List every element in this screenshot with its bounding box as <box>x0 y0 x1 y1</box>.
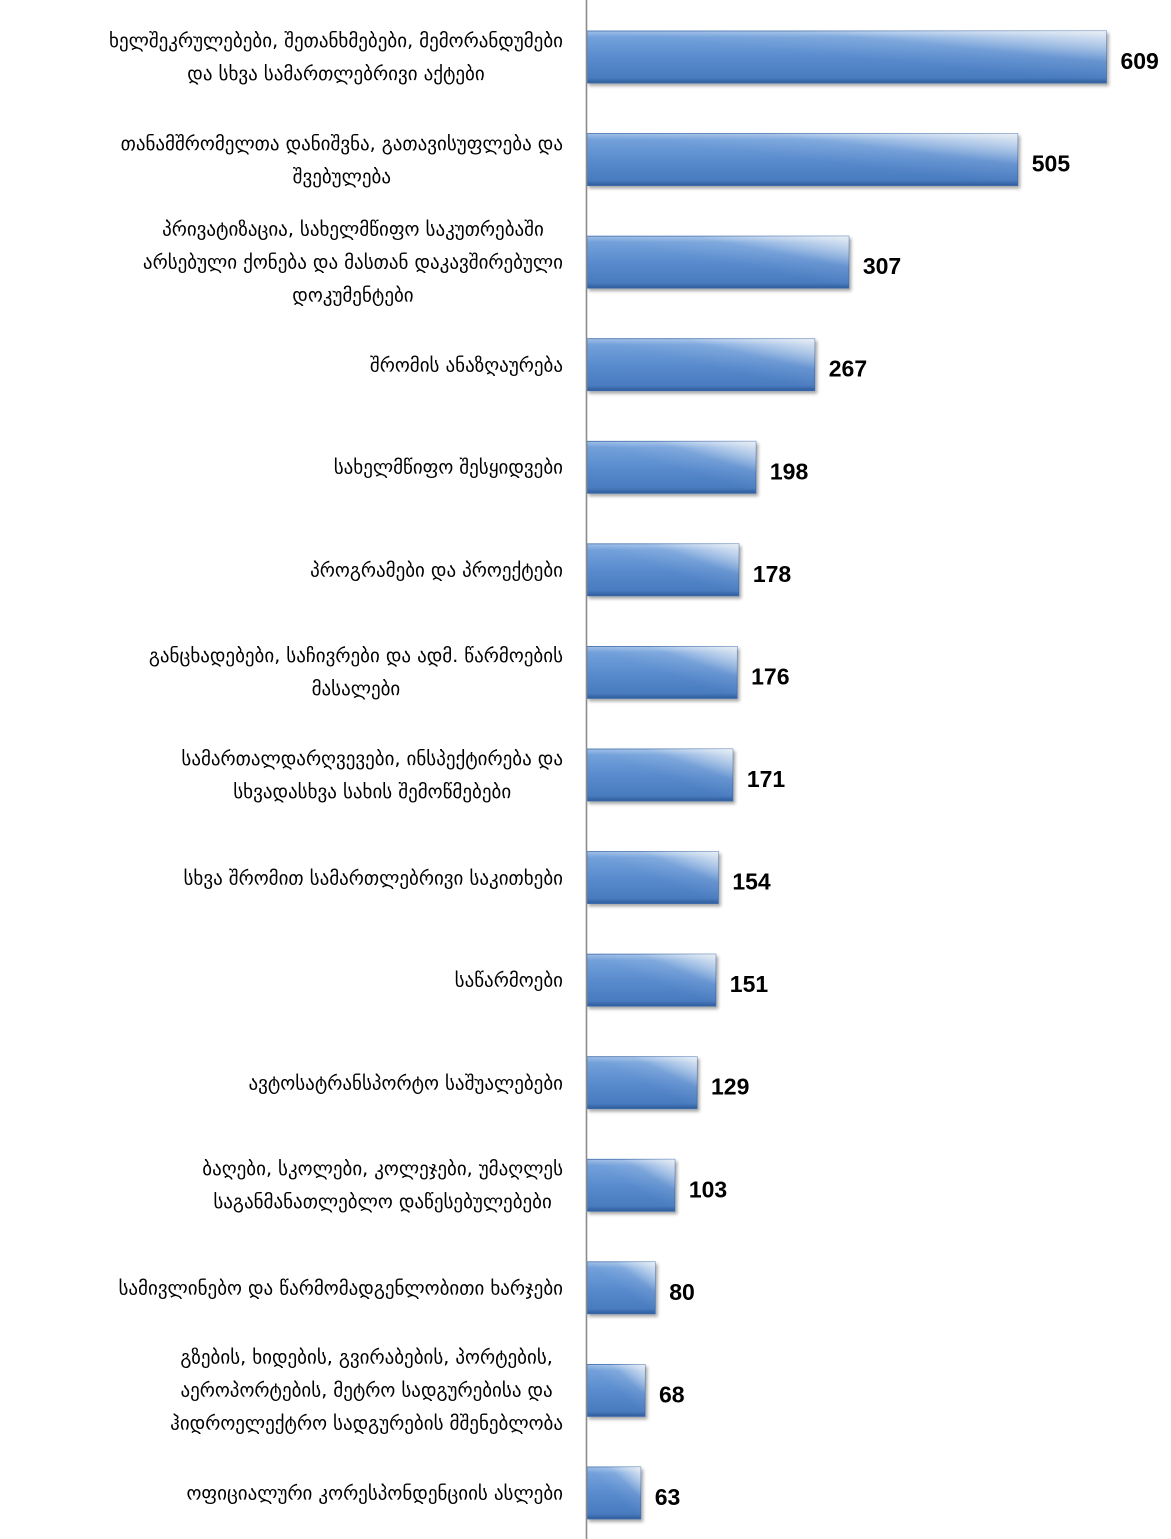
category-label-5: სახელმწიფო შესყიდვები <box>333 456 563 479</box>
bar-3 <box>586 235 850 289</box>
bars-group <box>586 30 1107 1520</box>
value-label-15: 63 <box>655 1484 681 1510</box>
value-label-1: 609 <box>1120 48 1158 74</box>
value-label-13: 80 <box>669 1279 695 1305</box>
bar-12 <box>586 1158 676 1212</box>
value-label-7: 176 <box>751 663 789 689</box>
value-label-4: 267 <box>829 356 867 382</box>
bar-5-highlight <box>587 441 756 494</box>
category-label-1: ხელშეკრულებები, შეთანხმებები, მემორანდუმ… <box>109 30 563 85</box>
value-label-12: 103 <box>689 1176 727 1202</box>
bar-11-highlight <box>587 1056 698 1109</box>
category-label-15: ოფიციალური კორესპონდენციის ასლები <box>186 1482 564 1505</box>
data-labels-group: 609 505 307 267 198 178 176 171 154 151 129 103 80 68… <box>655 48 1159 1510</box>
bar-5 <box>586 440 757 494</box>
bar-15 <box>586 1466 642 1520</box>
bar-13-highlight <box>587 1261 656 1314</box>
category-label-8: სამართალდარღვევები, ინსპექტირება და სხვა… <box>181 747 563 803</box>
bar-11 <box>586 1056 698 1110</box>
value-label-6: 178 <box>753 561 792 587</box>
value-label-14: 68 <box>659 1381 685 1407</box>
category-label-12: ბაღები, სკოლები, კოლეჯები, უმაღლეს საგან… <box>202 1158 563 1214</box>
bar-2-highlight <box>587 133 1018 186</box>
category-label-14: გზების, ხიდების, გვირაბების, პორტების, ა… <box>170 1346 563 1435</box>
value-label-3: 307 <box>863 253 901 279</box>
category-label-9: სხვა შრომით სამართლებრივი საკითხები <box>183 867 563 890</box>
category-label-2: თანამშრომელთა დანიშვნა, გათავისუფლება და… <box>120 132 563 188</box>
value-label-2: 505 <box>1032 151 1071 177</box>
category-label-4: შრომის ანაზღაურება <box>369 354 563 377</box>
bar-6 <box>586 543 740 597</box>
value-label-9: 154 <box>732 869 771 895</box>
bar-6-highlight <box>587 543 739 596</box>
category-label-11: ავტოსატრანსპორტო საშუალებები <box>248 1072 563 1095</box>
bar-9 <box>586 851 719 904</box>
bar-2 <box>586 133 1019 186</box>
bar-7 <box>586 646 738 699</box>
value-label-11: 129 <box>711 1074 749 1100</box>
bar-14 <box>586 1364 646 1417</box>
value-label-10: 151 <box>730 971 769 997</box>
category-label-6: პროგრამები და პროექტები <box>310 559 563 582</box>
category-label-7: განცხადებები, საჩივრები და ადმ. წარმოები… <box>148 645 563 701</box>
category-label-3: პრივატიზაცია, სახელმწიფო საკუთრებაში არს… <box>142 218 563 307</box>
bar-12-highlight <box>587 1159 675 1212</box>
bar-3-highlight <box>587 236 849 289</box>
bar-4 <box>586 338 816 392</box>
bar-1-highlight <box>587 31 1107 83</box>
bar-1 <box>586 30 1107 84</box>
bar-4-highlight <box>587 338 815 391</box>
bar-10 <box>586 953 717 1007</box>
bar-14-highlight <box>587 1364 645 1417</box>
bar-7-highlight <box>587 646 738 699</box>
value-label-8: 171 <box>747 766 786 792</box>
bar-15-highlight <box>587 1466 641 1519</box>
bar-8 <box>586 748 734 802</box>
bar-8-highlight <box>587 748 733 801</box>
value-label-5: 198 <box>770 458 809 484</box>
bar-10-highlight <box>587 954 716 1007</box>
bar-13 <box>586 1261 656 1315</box>
category-label-10: საწარმოები <box>454 969 563 992</box>
category-label-13: სამივლინებო და წარმომადგენლობითი ხარჯები <box>118 1277 563 1300</box>
bar-9-highlight <box>587 851 719 904</box>
